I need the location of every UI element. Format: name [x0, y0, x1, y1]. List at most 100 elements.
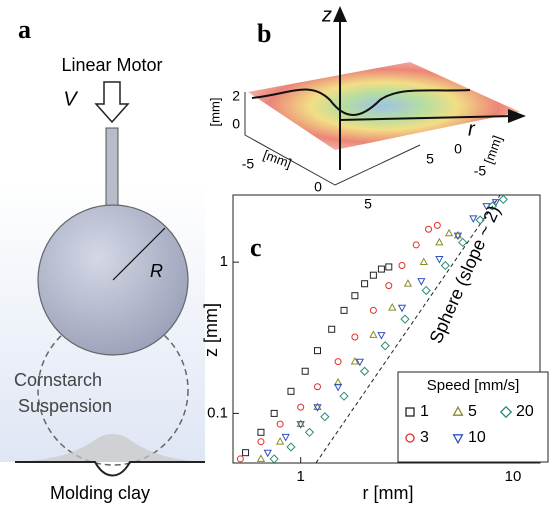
marker	[499, 405, 513, 419]
marker	[286, 442, 296, 452]
marker	[369, 271, 377, 279]
marker	[400, 314, 410, 324]
suspension-label: Cornstarch	[14, 370, 102, 390]
box-edges	[244, 92, 421, 186]
marker	[369, 306, 377, 314]
marker	[369, 330, 378, 338]
left-tick-label: 0	[314, 179, 322, 195]
marker	[421, 285, 431, 296]
velocity-label: V	[63, 88, 78, 110]
marker	[339, 391, 349, 401]
marker	[256, 454, 266, 462]
clay-label: Molding clay	[50, 483, 150, 503]
y-tick-label: 0.1	[207, 404, 228, 421]
left-unit: [mm]	[261, 147, 293, 171]
marker	[398, 262, 406, 270]
suspension-label: Suspension	[18, 396, 112, 416]
z-axis-label: z	[321, 4, 332, 26]
panel-label: b	[257, 19, 271, 48]
height-tick-label: 2	[232, 88, 240, 104]
legend-label: 1	[420, 403, 429, 420]
marker	[340, 306, 348, 314]
reference-line	[315, 195, 501, 463]
marker	[452, 405, 464, 416]
radius-line	[112, 227, 166, 281]
marker	[351, 292, 359, 300]
marker	[359, 366, 370, 376]
marker	[269, 454, 279, 463]
marker	[453, 230, 463, 239]
marker	[257, 438, 265, 446]
marker	[377, 265, 385, 273]
legend-label: 5	[468, 403, 477, 420]
marker	[242, 449, 250, 457]
marker	[350, 356, 360, 365]
marker	[263, 449, 272, 458]
marker	[276, 420, 284, 428]
left-tick-label: -5	[242, 156, 255, 172]
marker	[433, 221, 441, 229]
marker	[296, 419, 305, 427]
marker	[333, 377, 343, 386]
marker	[313, 404, 322, 412]
marker	[377, 332, 386, 340]
legend-title: Speed [mm/s]	[427, 377, 520, 394]
marker	[444, 228, 454, 237]
legend-label: 3	[420, 429, 429, 446]
marker	[498, 195, 508, 205]
marker	[333, 383, 343, 392]
marker	[412, 241, 420, 249]
motor-label: Linear Motor	[61, 55, 162, 75]
marker	[281, 433, 290, 442]
surface	[248, 62, 520, 150]
marker	[405, 407, 415, 417]
legend-label: 20	[516, 403, 534, 420]
marker	[397, 304, 407, 313]
marker	[482, 203, 491, 211]
marker	[236, 455, 244, 463]
marker	[491, 199, 500, 207]
x-axis-label: r [mm]	[363, 483, 414, 503]
marker	[380, 341, 390, 351]
marker	[417, 278, 426, 286]
z-arrow	[333, 6, 347, 22]
x-tick-label: 1	[297, 468, 305, 485]
marker	[351, 333, 359, 341]
marker	[296, 421, 305, 429]
y-axis-label: z [mm]	[201, 303, 221, 357]
marker	[453, 232, 463, 241]
right-unit: [mm]	[481, 133, 505, 165]
panel-label: a	[18, 15, 31, 44]
marker	[385, 282, 393, 290]
marker	[301, 367, 309, 375]
legend-label: 10	[468, 429, 486, 446]
marker	[304, 427, 315, 437]
right-tick-label: -5	[474, 163, 487, 179]
marker	[328, 325, 336, 333]
marker	[385, 263, 393, 271]
marker	[469, 215, 478, 223]
marker	[257, 428, 265, 436]
marker	[287, 387, 295, 395]
height-unit: [mm]	[207, 98, 222, 127]
marker	[355, 358, 365, 367]
height-tick-label: 0	[232, 116, 240, 132]
left-tick-label: 5	[364, 196, 372, 212]
marker	[388, 303, 397, 311]
marker	[440, 260, 450, 271]
velocity-arrow	[94, 81, 130, 124]
marker	[313, 402, 322, 411]
marker	[458, 237, 468, 248]
marker	[313, 383, 321, 391]
marker	[475, 215, 485, 225]
marker	[435, 237, 444, 246]
legend-box	[397, 371, 549, 463]
marker	[435, 256, 444, 264]
marker	[320, 412, 330, 422]
marker	[487, 201, 498, 211]
marker	[297, 403, 305, 411]
marker	[275, 437, 285, 445]
r-axis	[339, 115, 513, 121]
marker	[419, 257, 428, 266]
